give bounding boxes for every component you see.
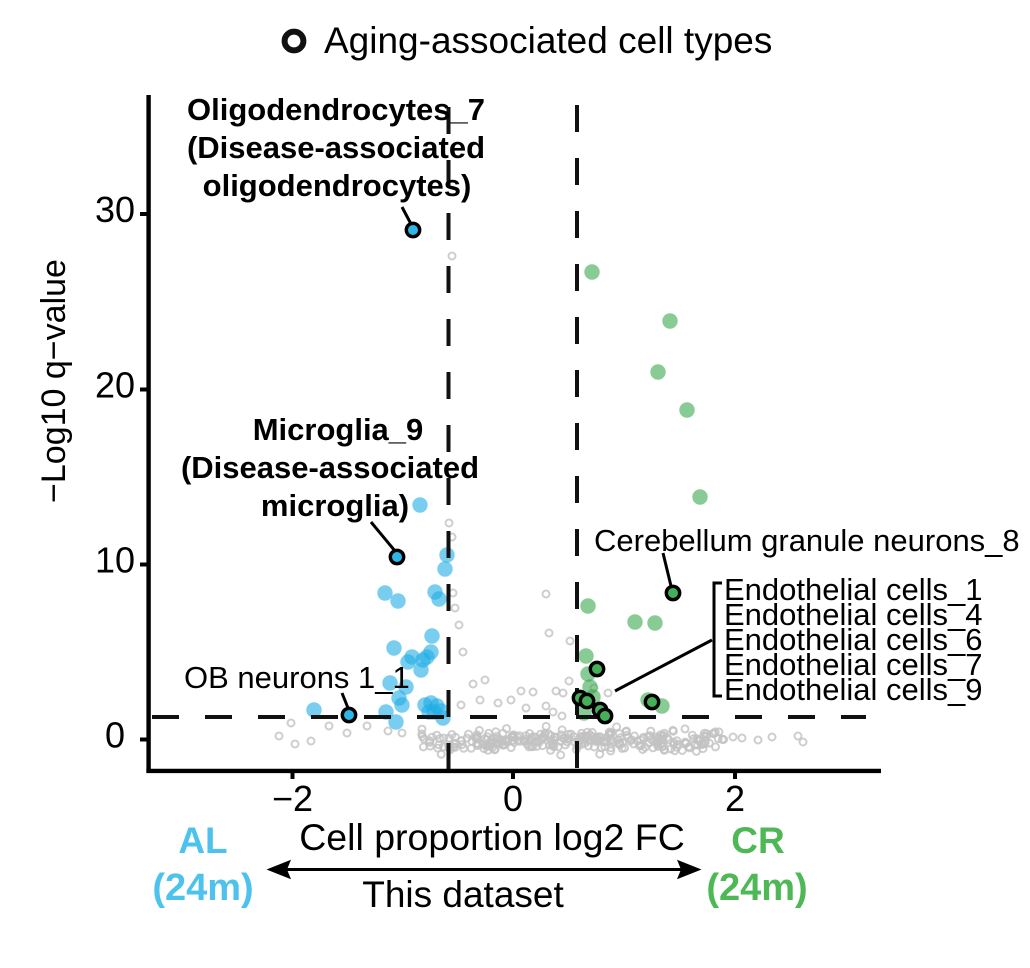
- svg-text:Endothelial cells_6: Endothelial cells_6: [724, 622, 983, 657]
- svg-text:Endothelial cells_4: Endothelial cells_4: [724, 597, 983, 632]
- svg-text:(Disease-associated: (Disease-associated: [187, 130, 485, 165]
- svg-text:2: 2: [725, 778, 745, 819]
- svg-text:Aging-associated cell types: Aging-associated cell types: [324, 20, 772, 61]
- svg-text:Endothelial cells_7: Endothelial cells_7: [724, 647, 983, 682]
- svg-text:Endothelial cells_1: Endothelial cells_1: [724, 572, 983, 607]
- svg-text:oligodendrocytes): oligodendrocytes): [203, 168, 472, 203]
- svg-text:OB neurons 1_1: OB neurons 1_1: [184, 660, 410, 695]
- svg-text:This dataset: This dataset: [362, 874, 564, 915]
- svg-text:30: 30: [95, 189, 135, 230]
- svg-text:(24m): (24m): [706, 867, 807, 909]
- svg-text:0: 0: [503, 778, 523, 819]
- svg-text:(24m): (24m): [152, 867, 253, 909]
- svg-text:Microglia_9: Microglia_9: [253, 412, 424, 447]
- svg-text:microglia): microglia): [261, 488, 409, 523]
- svg-text:Oligodendrocytes_7: Oligodendrocytes_7: [187, 92, 485, 127]
- svg-text:Cell proportion log2 FC: Cell proportion log2 FC: [299, 816, 685, 858]
- svg-text:−Log10 q−value: −Log10 q−value: [35, 259, 73, 503]
- svg-text:10: 10: [95, 540, 135, 581]
- svg-text:AL: AL: [178, 820, 227, 861]
- svg-text:CR: CR: [731, 820, 784, 861]
- svg-text:Cerebellum granule neurons_8: Cerebellum granule neurons_8: [594, 523, 1020, 558]
- svg-text:−2: −2: [272, 778, 313, 819]
- svg-text:0: 0: [105, 715, 125, 756]
- svg-text:20: 20: [95, 365, 135, 406]
- svg-text:Endothelial cells_9: Endothelial cells_9: [724, 672, 983, 707]
- svg-text:(Disease-associated: (Disease-associated: [181, 450, 479, 485]
